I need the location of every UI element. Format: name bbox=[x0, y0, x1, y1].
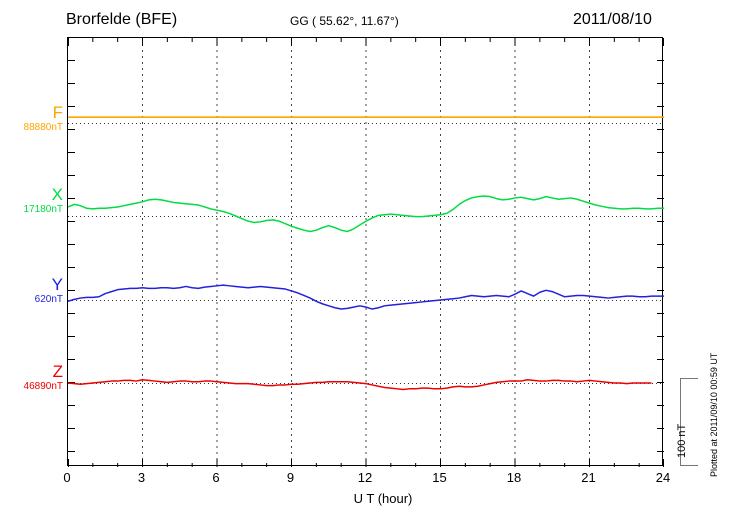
vertical-gridlines bbox=[142, 38, 590, 467]
scale-bar-bottom-tick bbox=[680, 465, 698, 466]
scale-bar bbox=[672, 378, 698, 466]
x-tick-label: 3 bbox=[137, 470, 146, 485]
scale-bar-line bbox=[680, 378, 681, 466]
x-axis-title-text: U T (hour) bbox=[353, 491, 413, 506]
x-tick-label: 24 bbox=[655, 470, 671, 485]
plotted-at-timestamp: Plotted at 2011/09/10 00:59 UT bbox=[709, 352, 719, 477]
legend-label-Z: Z 46890nT bbox=[0, 363, 63, 393]
component-traces bbox=[68, 116, 664, 391]
scale-bar-top-tick bbox=[680, 378, 698, 379]
scale-bar-label: 100 nT bbox=[676, 423, 688, 458]
x-tick-label: 18 bbox=[506, 470, 522, 485]
station-title: Brorfelde (BFE) bbox=[66, 11, 178, 28]
legend-name-F: F bbox=[52, 103, 63, 122]
x-tick-label: 21 bbox=[581, 470, 596, 485]
legend-label-F: F 88880nT bbox=[0, 104, 63, 134]
legend-name-Y: Y bbox=[51, 275, 63, 294]
trace-X bbox=[68, 195, 664, 233]
legend-baseline-F: 88880nT bbox=[23, 122, 63, 133]
geographic-coordinates: GG ( 55.62°, 11.67°) bbox=[290, 14, 399, 28]
legend-baseline-X: 17180nT bbox=[23, 204, 63, 215]
magnetogram-plot bbox=[68, 38, 664, 467]
legend-baseline-Z: 46890nT bbox=[23, 381, 63, 392]
trace-Z bbox=[68, 379, 652, 391]
x-tick-label: 6 bbox=[212, 470, 220, 485]
legend-label-X: X 17180nT bbox=[0, 186, 63, 216]
x-tick-label: 15 bbox=[432, 470, 447, 485]
trace-Y bbox=[68, 284, 664, 310]
plot-frame bbox=[67, 37, 664, 467]
observation-date: 2011/08/10 bbox=[573, 11, 652, 28]
legend-name-X: X bbox=[51, 185, 63, 204]
x-axis-ticks bbox=[68, 38, 664, 467]
legend-name-Z: Z bbox=[52, 362, 63, 381]
x-axis-title: U T (hour) bbox=[0, 491, 730, 506]
x-tick-label: 0 bbox=[63, 470, 71, 485]
x-axis-tick-labels: 0 3 6 9 12 15 18 21 24 bbox=[0, 470, 730, 488]
legend-label-Y: Y 620nT bbox=[0, 276, 63, 306]
x-tick-label: 12 bbox=[357, 470, 373, 485]
legend-baseline-Y: 620nT bbox=[34, 294, 63, 305]
x-tick-label: 9 bbox=[286, 470, 295, 485]
component-baselines bbox=[68, 123, 664, 384]
y-axis-ticks bbox=[68, 60, 664, 452]
